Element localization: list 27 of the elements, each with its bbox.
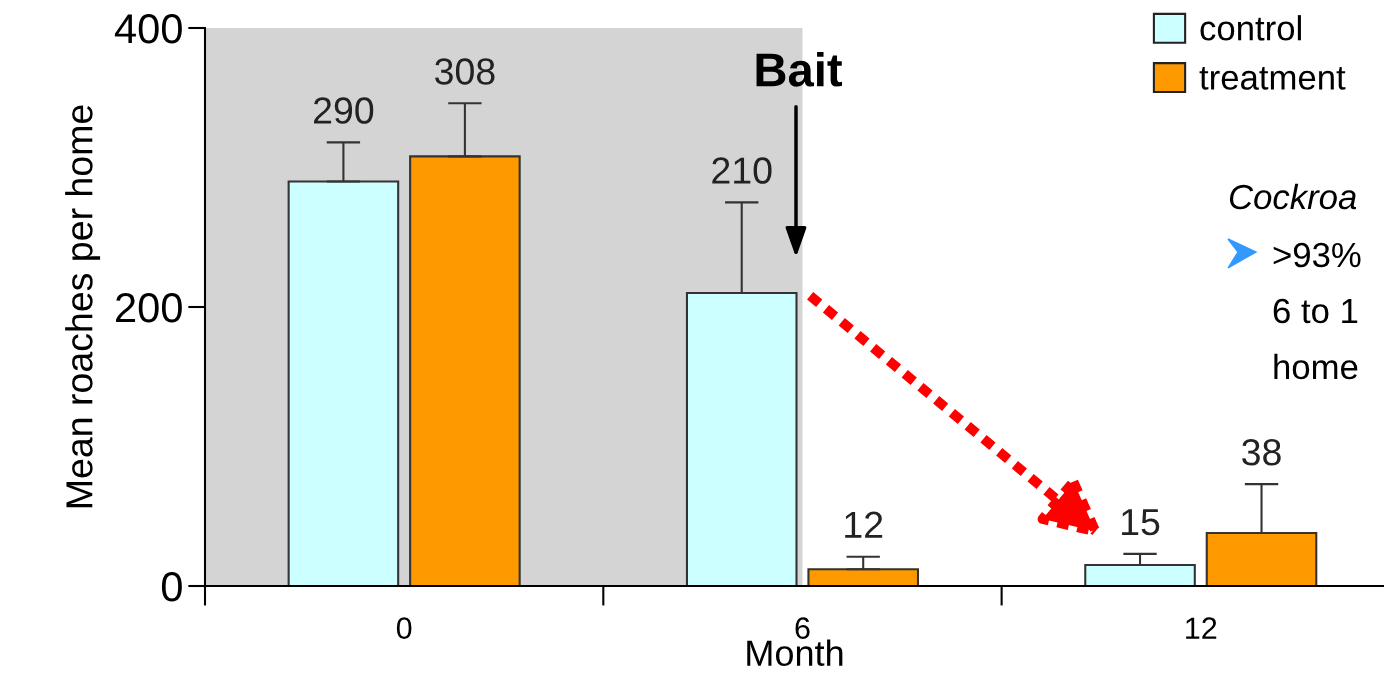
y-axis-title: Mean roaches per home <box>65 105 101 508</box>
bar <box>287 180 400 586</box>
bar <box>685 292 798 586</box>
y-tick-label: 200 <box>116 293 182 323</box>
data-label: 210 <box>712 157 772 184</box>
bar <box>1084 564 1196 586</box>
x-tick-label: 12 <box>1186 617 1217 639</box>
y-tick-label: 400 <box>114 14 182 44</box>
data-label: 38 <box>1242 439 1281 466</box>
bar <box>1205 531 1318 586</box>
bar <box>807 568 920 586</box>
annotation: Cockroa <box>1229 183 1357 210</box>
annotation: home <box>1274 353 1358 380</box>
data-label: 15 <box>1122 509 1160 536</box>
data-label: 290 <box>314 97 374 124</box>
annotation: 6 to 1 <box>1273 298 1358 324</box>
data-label: 308 <box>435 58 495 85</box>
data-label: 12 <box>845 511 883 538</box>
bar <box>409 155 521 586</box>
y-tick-label: 0 <box>161 572 182 602</box>
legend-label: control <box>1200 15 1301 41</box>
annotation: Bait <box>756 51 843 87</box>
legend-label: treatment <box>1199 67 1346 90</box>
annotation: >93% <box>1273 242 1361 268</box>
x-tick-label: 0 <box>396 617 412 639</box>
x-axis-title: Month <box>747 639 843 667</box>
x-tick-label: 6 <box>795 617 810 639</box>
